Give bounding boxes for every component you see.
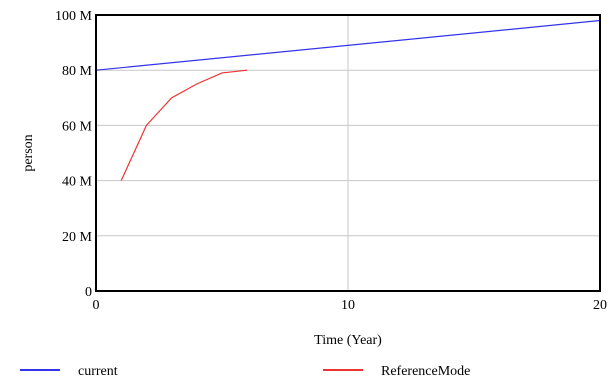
ticks-layer: 0 20 M 40 M 60 M 80 M 100 M 0 10 20 [55, 9, 607, 313]
x-tick-label: 10 [341, 298, 355, 313]
x-axis-label: Time (Year) [314, 333, 382, 348]
legend: current ReferenceMode [20, 364, 470, 379]
x-tick-label: 20 [593, 298, 607, 313]
y-tick-label: 20 M [62, 230, 93, 245]
series-layer [95, 19, 601, 181]
legend-label-ReferenceMode: ReferenceMode [381, 364, 470, 379]
y-tick-label: 0 [85, 285, 92, 300]
y-axis-label: person [21, 134, 36, 171]
series-line-ReferenceMode [120, 69, 248, 181]
grid-layer [96, 15, 600, 291]
y-tick-label: 40 M [62, 175, 93, 190]
x-tick-label: 0 [93, 298, 100, 313]
legend-label-current: current [78, 364, 118, 379]
y-tick-label: 60 M [62, 119, 93, 134]
plot-frame [95, 14, 601, 292]
y-tick-label: 100 M [55, 9, 93, 24]
y-tick-label: 80 M [62, 64, 93, 79]
series-line-current [95, 19, 601, 71]
